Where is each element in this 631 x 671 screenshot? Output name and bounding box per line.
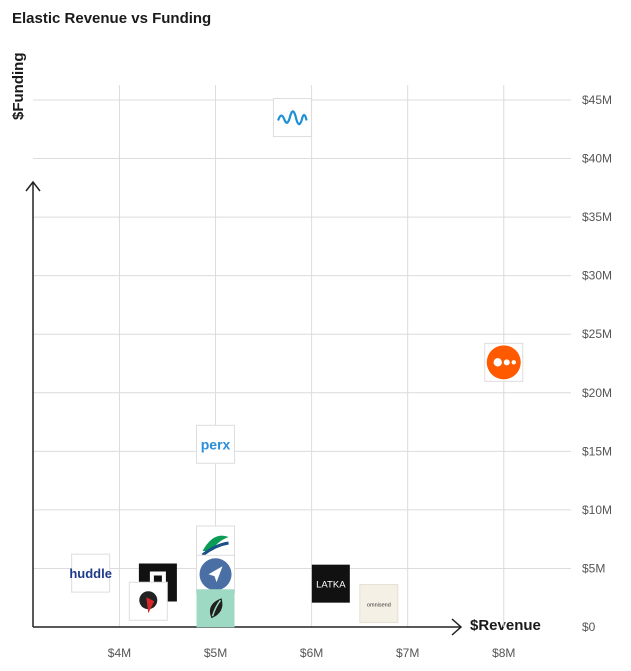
y-tick-label: $35M — [582, 210, 612, 224]
perx-logo: perx — [196, 424, 236, 464]
y-tick-label: $10M — [582, 503, 612, 517]
axes — [25, 180, 463, 636]
leaf-logo — [196, 589, 235, 628]
rocket-logo — [196, 554, 236, 594]
x-tick-label: $6M — [300, 646, 323, 660]
y-axis-arrow-icon — [25, 180, 41, 192]
y-tick-label: $40M — [582, 152, 612, 166]
point-label: omnisend — [367, 603, 391, 609]
x-axis-arrow-icon — [451, 618, 463, 636]
y-tick-label: $20M — [582, 386, 612, 400]
y-tick-label: $45M — [582, 93, 612, 107]
sound-wave-logo — [272, 98, 312, 138]
orange-dots-logo — [484, 342, 524, 382]
huddle-logo: huddle — [69, 553, 112, 593]
y-tick-label: $25M — [582, 327, 612, 341]
y-tick-label: $15M — [582, 444, 612, 458]
x-axis-label: $Revenue — [470, 617, 541, 634]
x-tick-label: $5M — [204, 646, 227, 660]
y-tick-label: $30M — [582, 269, 612, 283]
chart-title: Elastic Revenue vs Funding — [12, 10, 212, 27]
point-label: perx — [201, 436, 231, 452]
x-tick-label: $7M — [396, 646, 419, 660]
y-tick-labels: $0 $5M $10M $15M $20M $25M $30M $35M $40M $45M — [582, 93, 612, 634]
red-bird-logo — [128, 581, 168, 621]
y-tick-label: $0 — [582, 620, 596, 634]
point-label: huddle — [69, 566, 112, 581]
x-tick-labels: $4M $5M $6M $7M $8M — [108, 646, 516, 660]
grid-lines — [33, 85, 571, 627]
y-tick-label: $5M — [582, 561, 605, 575]
point-label: LATKA — [316, 580, 346, 591]
omnisend-logo: omnisend — [359, 584, 399, 624]
x-tick-label: $4M — [108, 646, 131, 660]
latka-logo: LATKA — [311, 564, 350, 603]
x-tick-label: $8M — [492, 646, 515, 660]
data-points: huddle perx LATKA omnisend — [69, 98, 524, 628]
